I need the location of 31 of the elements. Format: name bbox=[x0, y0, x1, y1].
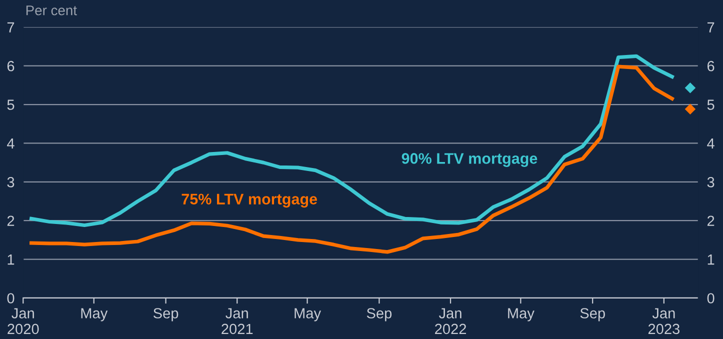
y2-tick-label: 3 bbox=[707, 177, 714, 188]
series-label: 90% LTV mortgage bbox=[402, 153, 538, 167]
y-tick-label: 5 bbox=[7, 100, 14, 110]
y2-tick-label: 5 bbox=[707, 100, 714, 110]
y2-tick-label: 2 bbox=[707, 216, 714, 226]
x-tick-label: Sep bbox=[366, 308, 392, 322]
y-tick-label: 1 bbox=[8, 254, 14, 265]
y2-tick-label: 7 bbox=[708, 22, 714, 32]
x-tick-label: Jan 2023 bbox=[648, 308, 680, 334]
x-tick-label: Sep bbox=[580, 308, 605, 322]
x-tick-label: Jan 2021 bbox=[222, 308, 253, 334]
line-series bbox=[30, 64, 674, 254]
y-tick-label: 0 bbox=[7, 293, 14, 304]
y2-tick-label: 4 bbox=[707, 138, 714, 148]
y-tick-label: 6 bbox=[7, 60, 14, 72]
x-tick-label: Jan 2022 bbox=[435, 308, 466, 334]
y2-tick-label: 0 bbox=[707, 293, 714, 304]
x-tick-label: May bbox=[508, 308, 534, 322]
y2-tick-label: 1 bbox=[708, 254, 714, 265]
y2-tick-label: 6 bbox=[707, 60, 714, 72]
x-tick-label: May bbox=[81, 308, 108, 322]
y-tick-label: 3 bbox=[7, 177, 14, 188]
y-tick-label: 4 bbox=[7, 138, 14, 148]
x-tick-label: May bbox=[294, 308, 322, 322]
x-tick-label: Sep bbox=[153, 308, 178, 322]
line-series bbox=[30, 54, 674, 228]
y-axis-title: Per cent bbox=[26, 6, 77, 16]
y-tick-label: 2 bbox=[7, 216, 14, 226]
y-tick-label: 7 bbox=[7, 22, 14, 32]
x-tick-label: Jan 2020 bbox=[8, 308, 39, 334]
series-label: 75% LTV mortgage bbox=[182, 194, 318, 208]
